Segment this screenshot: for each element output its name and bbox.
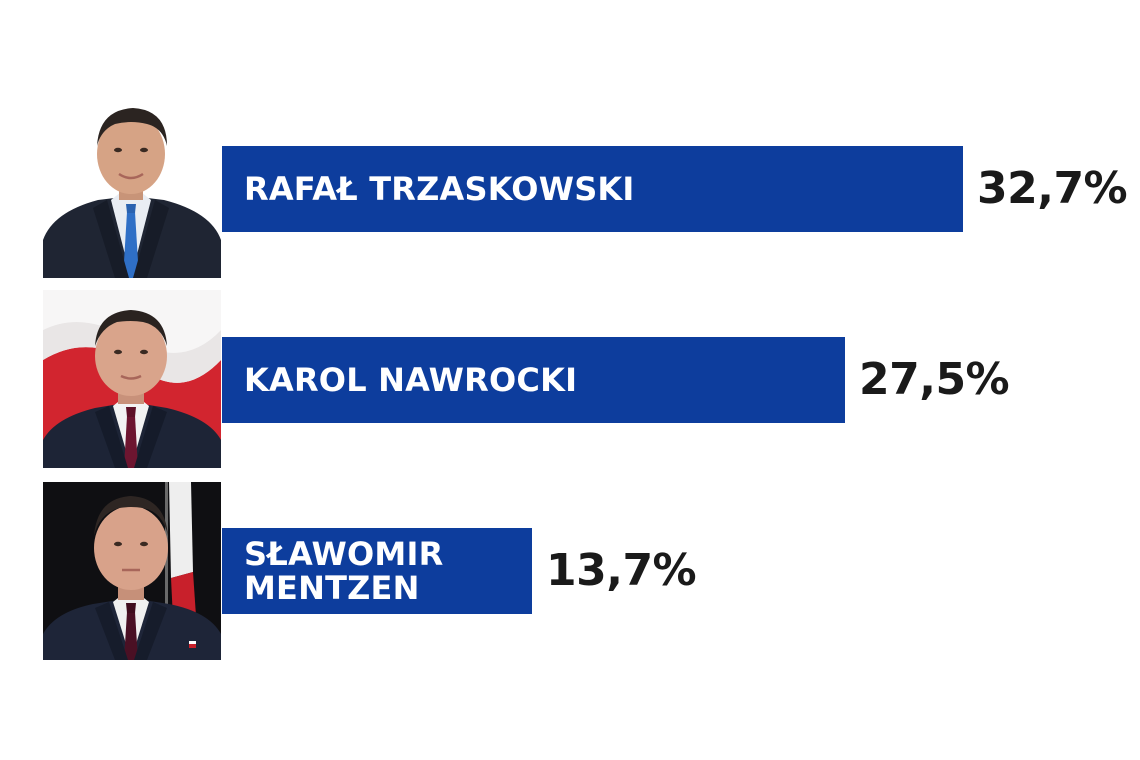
candidate-portrait-nawrocki (43, 290, 221, 468)
bar: KAROL NAWROCKI (222, 337, 845, 423)
bar: SŁAWOMIR MENTZEN (222, 528, 532, 614)
bar-value-label: 13,7% (546, 545, 697, 596)
bar-value-label: 32,7% (977, 163, 1128, 214)
bar-category-label: SŁAWOMIR MENTZEN (244, 535, 444, 607)
bar-value-label: 27,5% (859, 354, 1010, 405)
candidate-row: RAFAŁ TRZASKOWSKI 32,7% (0, 100, 1140, 280)
bar-category-label: KAROL NAWROCKI (244, 361, 578, 399)
candidate-portrait-mentzen (43, 482, 221, 660)
candidate-row: KAROL NAWROCKI 27,5% (0, 290, 1140, 470)
bar-category-label: RAFAŁ TRZASKOWSKI (244, 170, 635, 208)
bar: RAFAŁ TRZASKOWSKI (222, 146, 963, 232)
candidate-portrait-trzaskowski (43, 100, 221, 278)
candidate-row: SŁAWOMIR MENTZEN 13,7% (0, 482, 1140, 662)
